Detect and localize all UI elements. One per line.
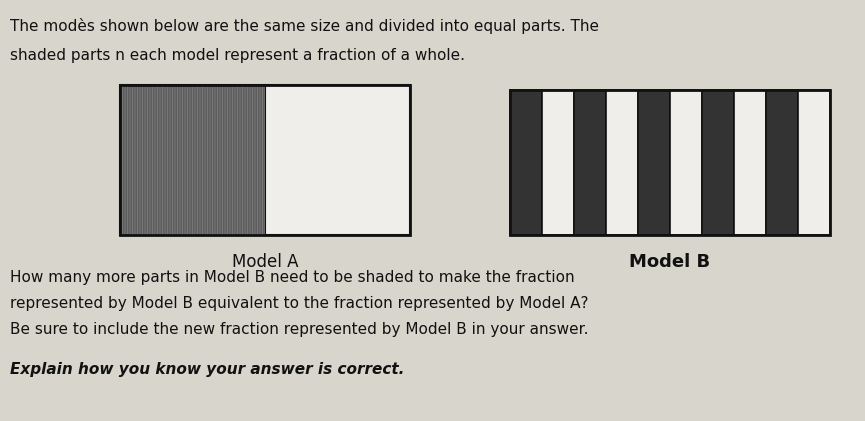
Bar [670,90,702,235]
Text: Be sure to include the new fraction represented by Model B in your answer.: Be sure to include the new fraction repr… [10,322,588,337]
Bar [638,90,670,235]
Text: shaded parts n each model represent a fraction of a whole.: shaded parts n each model represent a fr… [10,48,465,63]
Text: Explain how you know your answer is correct.: Explain how you know your answer is corr… [10,362,404,377]
Bar [120,85,265,235]
Text: Model B: Model B [630,253,710,271]
Bar [766,90,798,235]
Bar [542,90,574,235]
Text: represented by Model B equivalent to the fraction represented by Model A?: represented by Model B equivalent to the… [10,296,588,311]
Bar [606,90,638,235]
Bar [734,90,766,235]
Bar [702,90,734,235]
Text: How many more parts in Model B need to be shaded to make the fraction: How many more parts in Model B need to b… [10,270,574,285]
Bar [120,85,265,235]
Bar [574,90,606,235]
Bar [798,90,830,235]
Text: The modès shown below are the same size and divided into equal parts. The: The modès shown below are the same size … [10,18,599,34]
Bar [265,85,410,235]
Bar [510,90,830,235]
Bar [510,90,542,235]
Text: Model A: Model A [232,253,298,271]
Bar [120,85,410,235]
